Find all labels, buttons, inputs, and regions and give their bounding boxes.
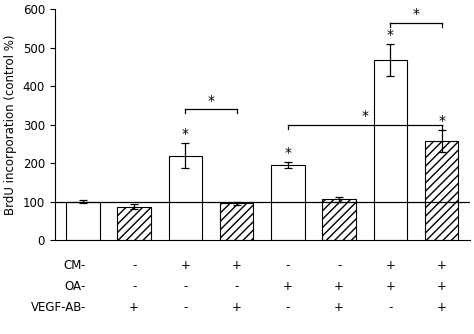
Text: +: + <box>129 301 139 314</box>
Text: -: - <box>183 301 188 314</box>
Text: -: - <box>388 301 392 314</box>
Text: +: + <box>283 280 293 293</box>
Text: -: - <box>81 260 85 273</box>
Text: -: - <box>286 301 290 314</box>
Bar <box>220 203 253 240</box>
Text: *: * <box>412 7 419 21</box>
Text: -: - <box>183 280 188 293</box>
Bar <box>374 60 407 240</box>
Text: -: - <box>81 301 85 314</box>
Text: +: + <box>437 280 447 293</box>
Text: *: * <box>361 109 368 123</box>
Text: +: + <box>232 301 242 314</box>
Text: -: - <box>132 280 137 293</box>
Text: +: + <box>334 280 344 293</box>
Bar <box>118 206 151 240</box>
Bar <box>322 199 356 240</box>
Y-axis label: BrdU incorporation (control %): BrdU incorporation (control %) <box>4 35 17 215</box>
Bar <box>66 202 100 240</box>
Text: -: - <box>337 260 341 273</box>
Bar <box>271 165 305 240</box>
Text: +: + <box>181 260 191 273</box>
Text: +: + <box>437 260 447 273</box>
Text: +: + <box>232 260 242 273</box>
Bar <box>169 156 202 240</box>
Text: *: * <box>284 146 292 160</box>
Text: VEGF-AB: VEGF-AB <box>30 301 82 314</box>
Text: *: * <box>438 114 445 128</box>
Text: -: - <box>132 260 137 273</box>
Text: +: + <box>437 301 447 314</box>
Text: *: * <box>208 94 215 108</box>
Text: -: - <box>286 260 290 273</box>
Text: CM: CM <box>64 260 82 273</box>
Text: OA: OA <box>65 280 82 293</box>
Text: +: + <box>334 301 344 314</box>
Bar <box>425 141 458 240</box>
Text: +: + <box>385 260 395 273</box>
Text: *: * <box>182 127 189 141</box>
Text: -: - <box>235 280 239 293</box>
Text: *: * <box>387 27 394 41</box>
Text: -: - <box>81 280 85 293</box>
Text: +: + <box>385 280 395 293</box>
